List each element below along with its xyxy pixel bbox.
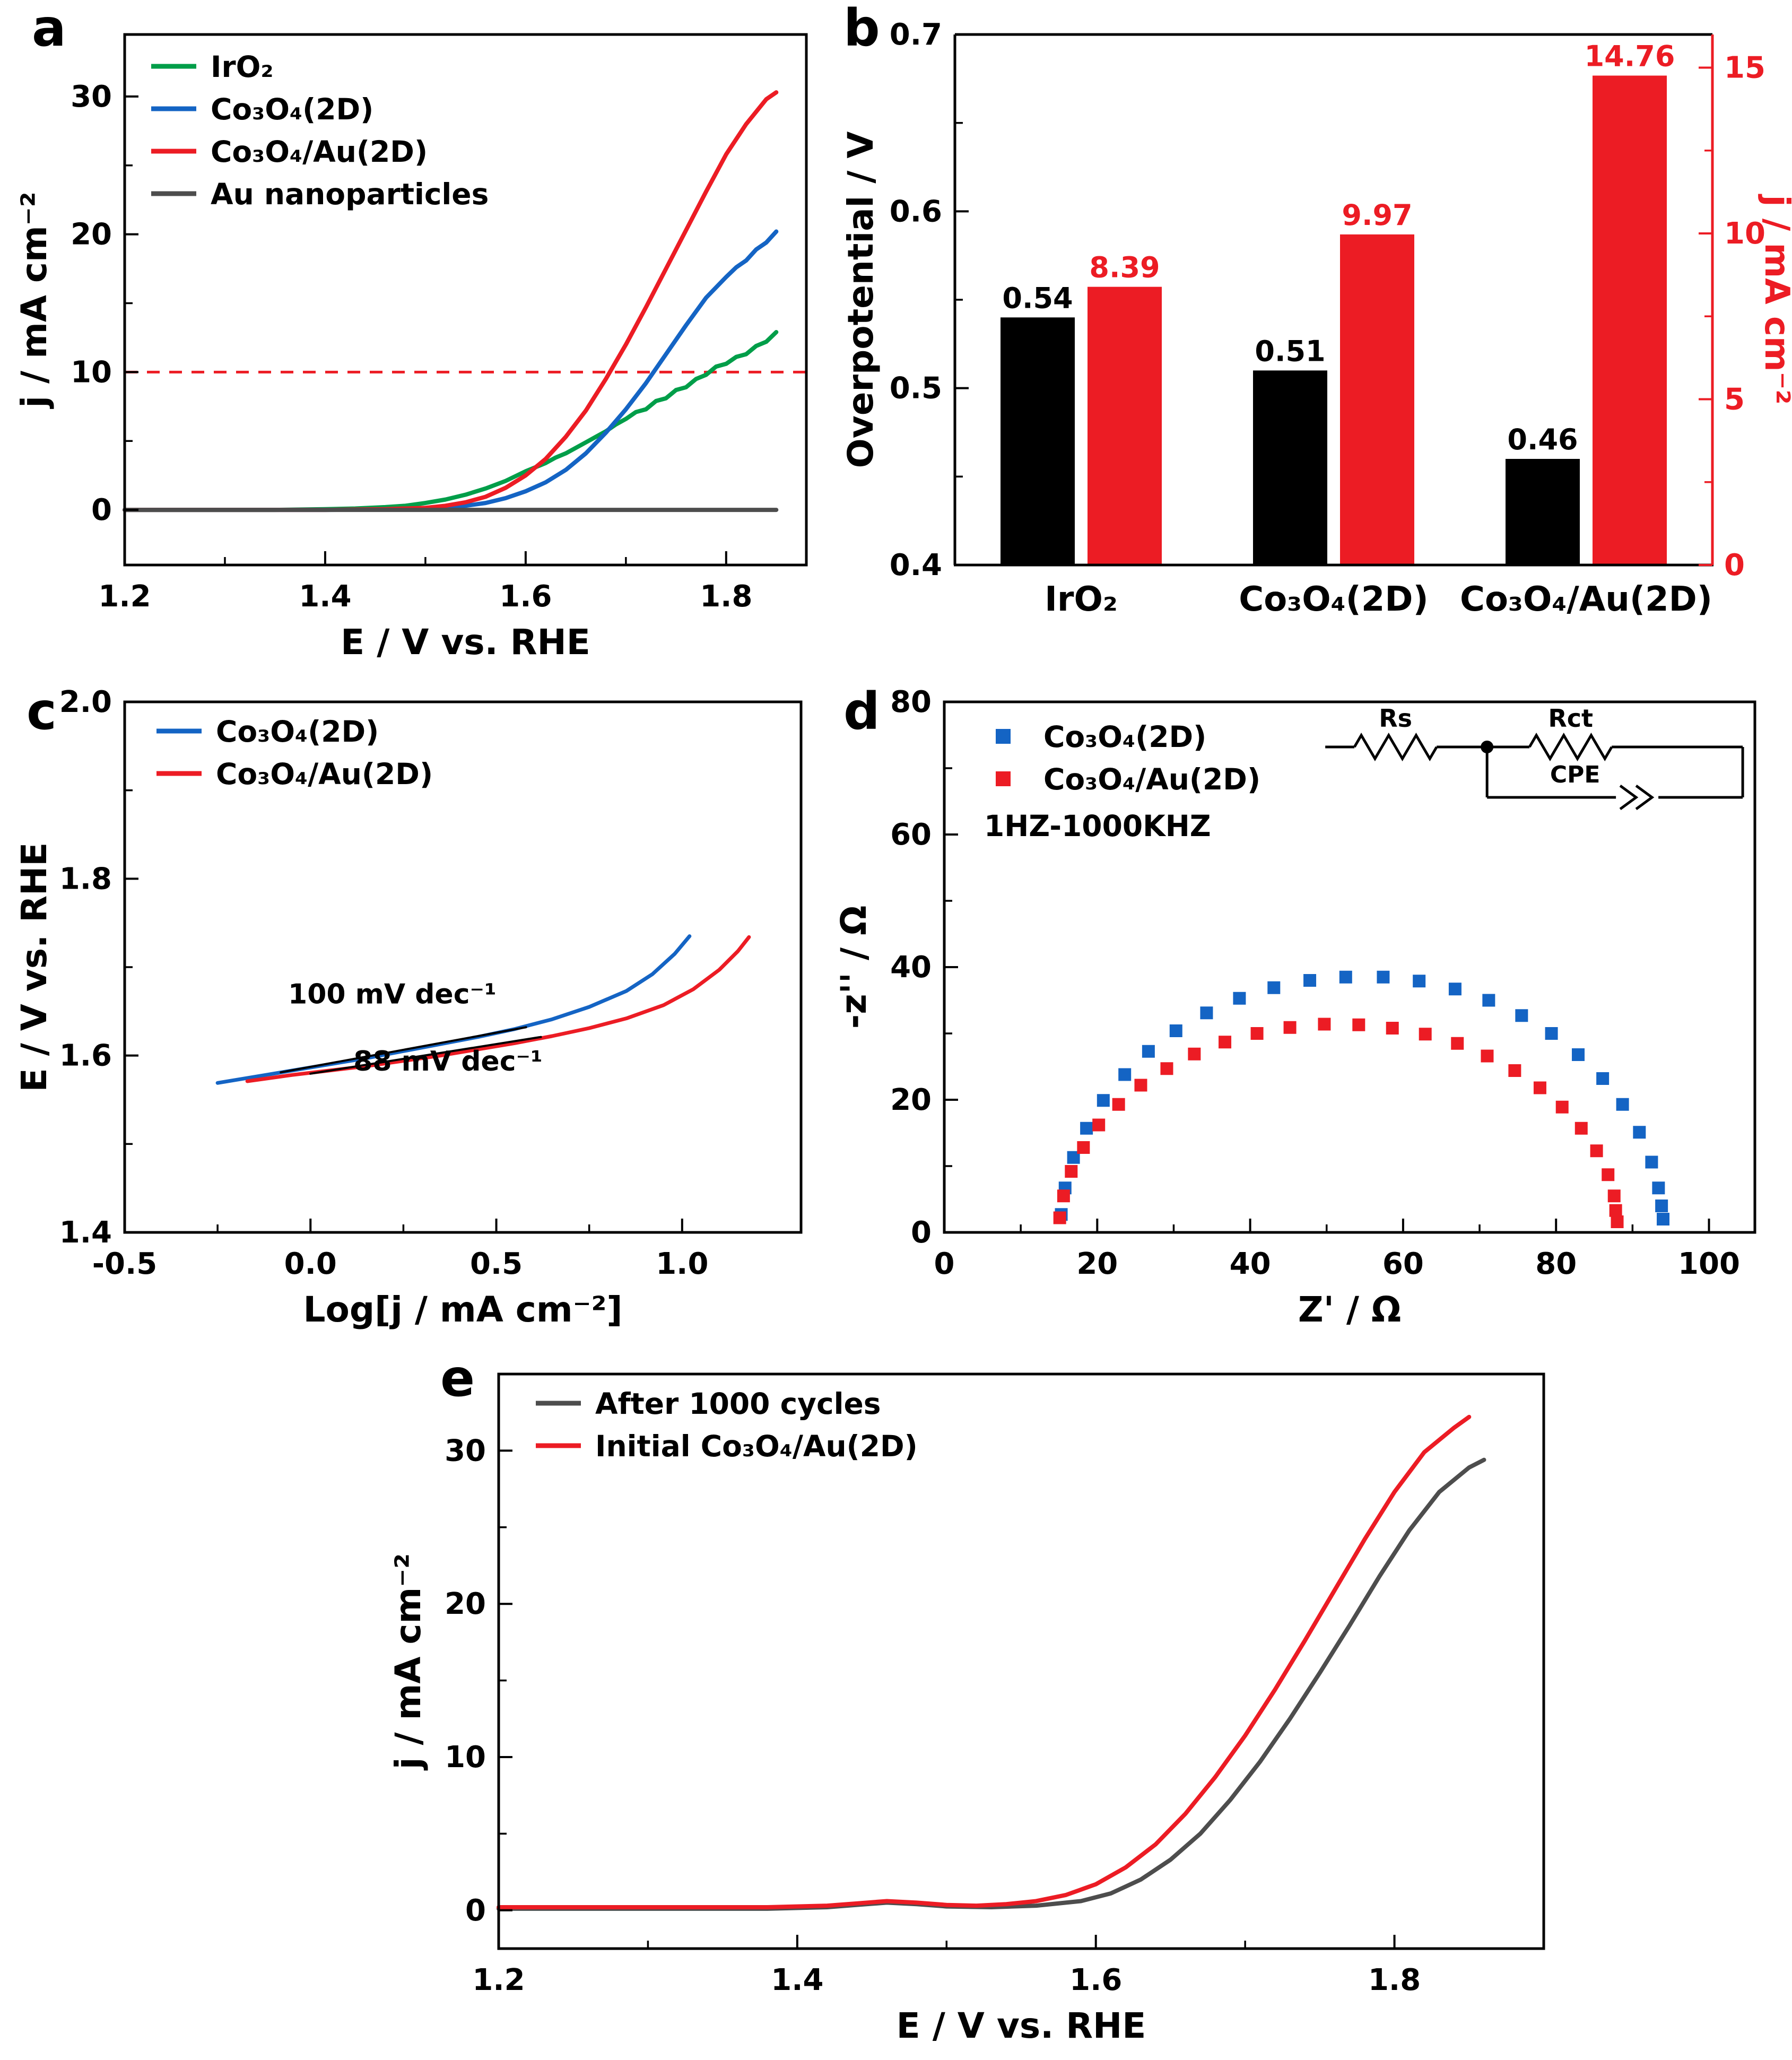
svg-text:Initial Co₃O₄/Au(2D): Initial Co₃O₄/Au(2D) [595,1429,918,1463]
svg-text:60: 60 [890,818,932,852]
svg-text:0: 0 [465,1893,486,1928]
svg-text:20: 20 [890,1083,932,1117]
svg-text:-z'' / Ω: -z'' / Ω [833,906,874,1029]
svg-text:10: 10 [445,1740,486,1775]
svg-text:100: 100 [1678,1247,1740,1281]
svg-text:1.8: 1.8 [1368,1963,1421,1997]
svg-text:1.8: 1.8 [700,579,752,614]
svg-text:1.6: 1.6 [59,1039,112,1073]
svg-text:9.97: 9.97 [1342,198,1412,232]
panel-b: b 0.54 8.39 IrO₂ 0.51 9.97 Co₃O₄(2D) 0.46 14.76… [825,3,1792,666]
svg-text:14.76: 14.76 [1585,40,1675,73]
panel-a-label: a [32,0,66,58]
svg-text:1.6: 1.6 [1069,1963,1122,1997]
svg-text:1.4: 1.4 [59,1215,112,1250]
panel-b-bar-chart: 0.54 8.39 IrO₂ 0.51 9.97 Co₃O₄(2D) 0.46 14.76 Co… [840,18,1792,619]
svg-text:Co₃O₄(2D): Co₃O₄(2D) [211,92,373,126]
svg-text:Co₃O₄(2D): Co₃O₄(2D) [1239,580,1429,619]
svg-text:80: 80 [890,685,932,719]
svg-text:1.2: 1.2 [472,1963,525,1997]
svg-text:0.4: 0.4 [890,548,942,583]
svg-text:E / V vs. RHE: E / V vs. RHE [14,842,55,1092]
svg-text:10: 10 [1724,216,1765,251]
svg-text:Rs: Rs [1379,704,1412,733]
panel-c-label: c [27,682,57,741]
svg-text:1HZ-1000KHZ: 1HZ-1000KHZ [984,809,1211,843]
svg-text:Co₃O₄(2D): Co₃O₄(2D) [1043,720,1206,754]
svg-text:10: 10 [71,355,112,389]
svg-text:Co₃O₄/Au(2D): Co₃O₄/Au(2D) [1460,580,1712,619]
svg-text:1.4: 1.4 [299,579,351,614]
svg-text:Co₃O₄/Au(2D): Co₃O₄/Au(2D) [216,757,433,791]
svg-text:E / V vs. RHE: E / V vs. RHE [897,2005,1146,2046]
svg-text:20: 20 [445,1587,486,1621]
svg-text:30: 30 [71,80,112,114]
svg-text:j / mA cm⁻²: j / mA cm⁻² [1757,194,1792,405]
svg-text:30: 30 [445,1433,486,1468]
svg-text:0: 0 [1724,548,1745,583]
svg-text:1.0: 1.0 [656,1247,708,1281]
panel-d-nyquist-chart: 0 20 40 60 80 100 0 20 40 60 80 Z' / Ω -z'' / Ω Co₃O₄… [833,685,1756,1330]
svg-text:100 mV dec⁻¹: 100 mV dec⁻¹ [288,978,497,1010]
panel-e-stability-chart: 1.2 1.4 1.6 1.8 0 10 20 30 E / V vs. RHE j / mA c… [388,1372,1545,2046]
panel-d: d 0 20 40 60 80 100 0 20 40 60 80 Z' / Ω -z'' / Ω Co₃… [825,678,1792,1336]
svg-text:-0.5: -0.5 [92,1247,157,1281]
svg-text:20: 20 [1076,1247,1118,1281]
svg-text:1.8: 1.8 [59,862,112,896]
svg-text:0.5: 0.5 [470,1247,523,1281]
svg-text:60: 60 [1382,1247,1424,1281]
svg-text:0: 0 [911,1215,932,1250]
panel-c-tafel-chart: -0.5 0.0 0.5 1.0 1.4 1.6 1.8 2.0 Log[j / mA cm⁻²… [14,685,803,1330]
panel-d-label: d [843,682,880,741]
svg-text:0.46: 0.46 [1507,423,1578,456]
svg-text:80: 80 [1535,1247,1577,1281]
svg-text:After 1000 cycles: After 1000 cycles [595,1387,881,1421]
svg-text:Overpotential / V: Overpotential / V [840,132,881,468]
svg-text:IrO₂: IrO₂ [211,50,273,84]
svg-text:1.4: 1.4 [771,1963,823,1997]
svg-text:0: 0 [91,493,112,527]
svg-text:Z' / Ω: Z' / Ω [1298,1289,1401,1330]
svg-text:0.7: 0.7 [890,18,942,52]
svg-text:CPE: CPE [1550,761,1600,788]
svg-text:Log[j / mA cm⁻²]: Log[j / mA cm⁻²] [303,1289,622,1330]
panel-e: e 1.2 1.4 1.6 1.8 0 10 20 30 E / V vs. RHE j / mA… [366,1342,1576,2060]
svg-text:0.54: 0.54 [1002,281,1073,315]
svg-text:8.39: 8.39 [1089,251,1160,284]
svg-text:IrO₂: IrO₂ [1045,580,1118,619]
svg-text:2.0: 2.0 [59,685,112,719]
svg-text:0.6: 0.6 [890,194,942,229]
svg-text:Rct: Rct [1548,704,1593,733]
svg-text:40: 40 [1230,1247,1271,1281]
panel-a-lsv-chart: 1.2 1.4 1.6 1.8 0 10 20 30 E / V vs. RHE j / mA c… [14,33,808,663]
svg-text:15: 15 [1724,51,1765,85]
svg-text:Co₃O₄(2D): Co₃O₄(2D) [216,715,379,749]
svg-text:j / mA cm⁻²: j / mA cm⁻² [388,1553,429,1771]
svg-text:20: 20 [71,218,112,252]
svg-text:0: 0 [934,1247,955,1281]
panel-b-label: b [843,0,880,58]
svg-text:5: 5 [1724,383,1745,417]
panel-c: c -0.5 0.0 0.5 1.0 1.4 1.6 1.8 2.0 Log[j / mA cm… [11,678,822,1336]
svg-text:88 mV dec⁻¹: 88 mV dec⁻¹ [353,1046,543,1077]
svg-text:Co₃O₄/Au(2D): Co₃O₄/Au(2D) [211,135,428,169]
svg-text:E / V vs. RHE: E / V vs. RHE [341,622,590,663]
svg-text:Au nanoparticles: Au nanoparticles [211,177,489,211]
panel-a: a 1.2 1.4 1.6 1.8 0 10 20 30 E / V vs. RHE j / mA… [11,3,822,666]
svg-text:1.2: 1.2 [98,579,151,614]
svg-text:0.51: 0.51 [1255,334,1325,368]
panel-e-label: e [440,1349,475,1408]
svg-text:40: 40 [890,950,932,985]
svg-text:0.0: 0.0 [284,1247,337,1281]
svg-text:1.6: 1.6 [499,579,552,614]
svg-text:Co₃O₄/Au(2D): Co₃O₄/Au(2D) [1043,762,1260,796]
svg-text:j / mA cm⁻²: j / mA cm⁻² [14,192,55,409]
svg-text:0.5: 0.5 [890,371,942,406]
